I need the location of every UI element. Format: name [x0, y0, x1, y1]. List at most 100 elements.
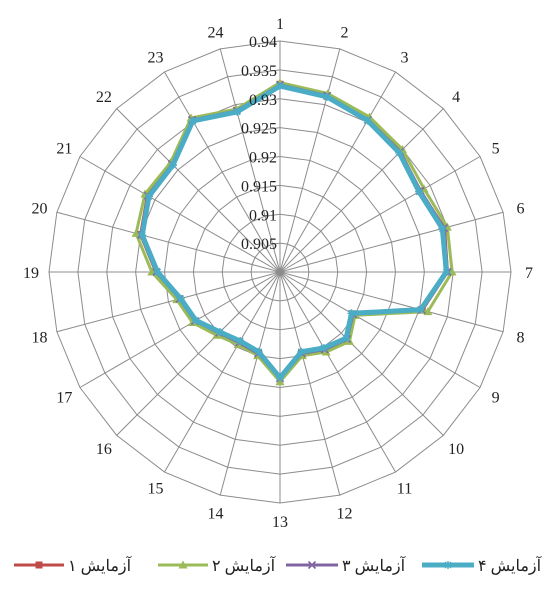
data-point [215, 328, 224, 337]
category-label: 3 [401, 49, 409, 66]
series-group [137, 80, 451, 383]
legend-label: آزمایش ۲ [212, 555, 277, 575]
grid-spoke [219, 271, 281, 496]
data-point [191, 316, 200, 325]
legend-item: آزمایش ۲ [158, 555, 277, 575]
grid-spoke [279, 271, 504, 333]
data-point [319, 344, 328, 353]
grid-spoke [279, 271, 341, 496]
category-label: 24 [208, 24, 224, 41]
data-point [363, 116, 372, 125]
category-label: 13 [272, 514, 288, 531]
legend-item: آزمایش ۱ [14, 555, 133, 575]
legend-marker [35, 561, 43, 569]
data-point [416, 305, 425, 314]
grid-spoke [279, 271, 481, 388]
axis-tick-label: 0.91 [249, 207, 277, 224]
grid-spoke [116, 271, 281, 436]
legend-label: آزمایش ۴ [478, 555, 543, 575]
grid-spoke [56, 211, 281, 273]
category-label: 1 [276, 16, 284, 33]
radar-series [131, 78, 457, 386]
series-group [138, 82, 451, 382]
grid-spoke [279, 71, 396, 273]
category-label: 17 [56, 390, 72, 407]
data-point [322, 92, 331, 101]
category-label: 11 [397, 481, 412, 498]
axis-tick-label: 0.935 [241, 63, 277, 80]
legend-marker [307, 560, 317, 570]
grid-spoke [79, 271, 281, 388]
chart-legend: آزمایش ۱ آزمایش ۲ آزمایش ۳ آزمایش ۴ [14, 555, 543, 575]
grid-spoke [279, 108, 444, 273]
category-label: 20 [31, 201, 47, 218]
series-line [134, 81, 454, 384]
data-point [176, 294, 185, 303]
category-label: 10 [448, 441, 464, 458]
data-point [442, 268, 451, 276]
data-point [423, 307, 433, 316]
data-point [144, 192, 153, 201]
grid-spoke [116, 108, 281, 273]
category-label: 18 [31, 329, 47, 346]
category-label: 6 [517, 201, 525, 218]
axis-tick-label: 0.92 [249, 150, 277, 167]
category-label: 2 [340, 24, 348, 41]
category-label: 8 [517, 329, 525, 346]
category-label: 19 [23, 265, 39, 282]
data-point [347, 309, 356, 318]
data-point [276, 82, 284, 91]
data-point [153, 268, 162, 276]
category-label: 4 [452, 89, 460, 106]
data-point [254, 347, 263, 356]
data-point [187, 318, 197, 327]
data-point [342, 334, 351, 343]
category-label: 14 [208, 506, 224, 523]
axis-tick-label: 0.905 [241, 236, 277, 253]
data-point [236, 337, 245, 346]
category-label: 22 [96, 89, 112, 106]
category-label: 23 [148, 49, 164, 66]
category-label: 16 [96, 441, 112, 458]
category-label: 5 [492, 141, 500, 158]
series-group [137, 80, 452, 383]
data-point [233, 107, 242, 116]
data-point [415, 187, 424, 196]
category-label: 9 [492, 390, 500, 407]
legend-label: آزمایش ۳ [342, 555, 407, 575]
grid-spoke [164, 271, 281, 473]
category-label: 7 [525, 265, 533, 282]
grid-spoke [279, 211, 504, 273]
axis-tick-label: 0.94 [249, 34, 277, 51]
legend-marker [178, 560, 188, 569]
series-group [131, 78, 457, 386]
category-label: 21 [56, 141, 72, 158]
axis-tick-label: 0.915 [241, 178, 277, 195]
legend-item: آزمایش ۳ [286, 555, 407, 575]
legend-label: آزمایش ۱ [68, 555, 133, 575]
data-point [169, 161, 178, 170]
radar-grid [48, 40, 512, 504]
grid-spoke [79, 156, 281, 273]
grid-spoke [219, 48, 281, 273]
grid-spoke [279, 156, 481, 273]
data-point [438, 224, 447, 233]
grid-spoke [56, 271, 281, 333]
data-point [395, 148, 404, 157]
data-point [276, 373, 284, 382]
grid-spoke [279, 271, 396, 473]
axis-tick-label: 0.93 [249, 92, 277, 109]
data-point [188, 116, 197, 125]
data-point [297, 347, 306, 356]
data-point [138, 231, 147, 240]
category-label: 12 [336, 506, 352, 523]
grid-spoke [164, 71, 281, 273]
grid-spoke [279, 48, 341, 273]
legend-item: آزمایش ۴ [422, 555, 543, 575]
legend-marker [444, 561, 452, 569]
axis-tick-label: 0.925 [241, 121, 277, 138]
category-label: 15 [148, 481, 164, 498]
